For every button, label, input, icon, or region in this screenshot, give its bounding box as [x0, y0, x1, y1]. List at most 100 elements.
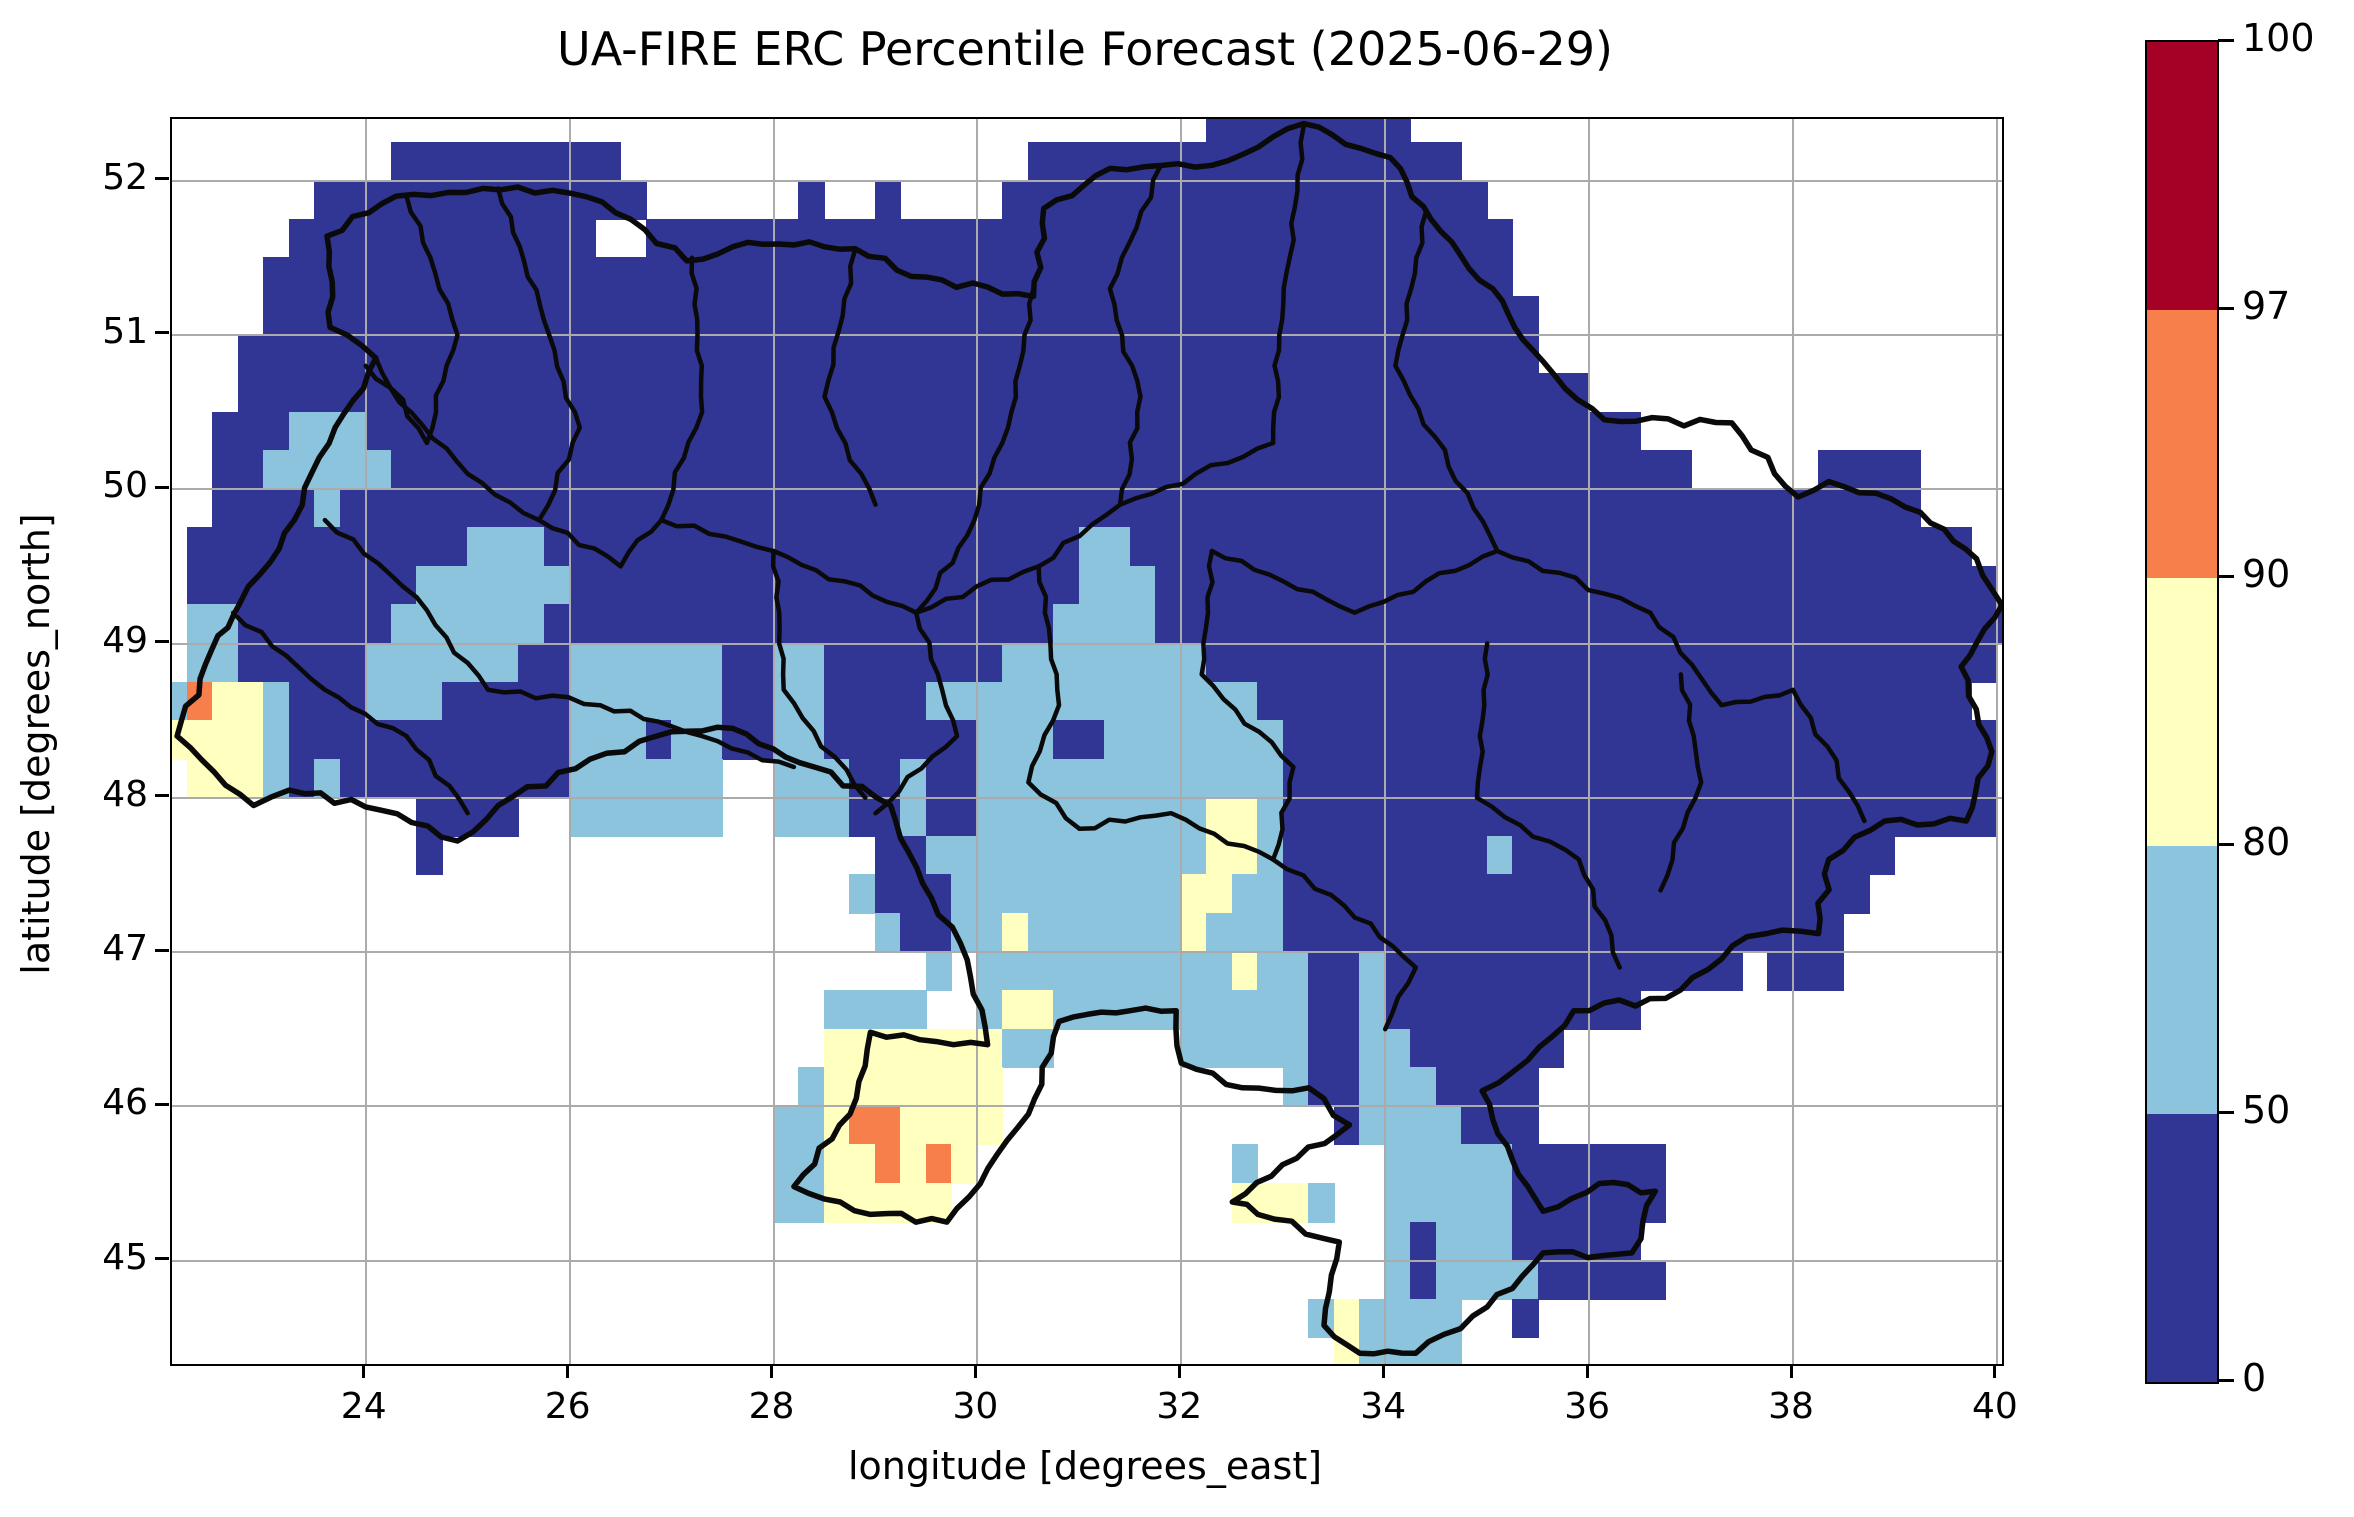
grid-cell	[773, 643, 825, 683]
grid-cell	[1359, 1028, 1386, 1069]
grid-cell	[874, 835, 927, 876]
grid-cell	[1257, 835, 1284, 876]
grid-cell	[1002, 1028, 1055, 1069]
grid-cell	[569, 643, 724, 683]
grid-cell	[1333, 1337, 1361, 1364]
grid-cell	[1257, 951, 1310, 992]
colorbar-tick-label: 0	[2242, 1356, 2267, 1400]
grid-cell	[1384, 951, 1743, 992]
y-tick-label: 51	[102, 310, 148, 352]
gridline-vertical	[976, 119, 979, 1364]
gridline-vertical	[1995, 119, 1998, 1364]
y-tick-label: 48	[102, 773, 148, 815]
grid-cell	[518, 643, 571, 683]
grid-cell	[288, 411, 367, 452]
x-tick-label: 24	[340, 1386, 387, 1427]
y-tick-mark	[155, 1102, 169, 1106]
grid-cell	[1180, 913, 1208, 953]
grid-cell	[1410, 1260, 1437, 1300]
grid-cell	[925, 951, 953, 992]
grid-cell	[1384, 1144, 1514, 1184]
x-tick-label: 32	[1156, 1386, 1203, 1427]
y-tick-label: 47	[102, 928, 148, 970]
x-tick-mark	[362, 1364, 366, 1378]
map-plot-area	[170, 117, 2004, 1366]
grid-cell	[1359, 990, 1386, 1030]
grid-cell	[288, 758, 316, 799]
grid-cell	[1384, 1182, 1514, 1223]
grid-cell	[1435, 1221, 1514, 1262]
grid-cell	[288, 720, 571, 760]
grid-cell	[1384, 1105, 1463, 1146]
grid-cell	[823, 681, 927, 722]
grid-cell	[951, 1144, 978, 1184]
grid-cell	[1231, 1182, 1310, 1223]
grid-cell	[1155, 565, 1998, 606]
grid-cell	[976, 720, 1055, 760]
grid-cell	[1461, 1105, 1539, 1146]
gridline-horizontal	[172, 642, 2002, 645]
grid-cell	[416, 835, 443, 876]
colorbar-tick-mark	[2218, 1110, 2234, 1114]
grid-cell	[543, 527, 1080, 567]
grid-cell	[263, 758, 290, 799]
x-tick-label: 34	[1360, 1386, 1407, 1427]
grid-cell	[773, 681, 825, 722]
grid-cell	[1180, 1028, 1310, 1069]
grid-cell	[1155, 604, 2002, 645]
grid-cell	[365, 643, 520, 683]
colorbar-tick-mark	[2218, 842, 2234, 846]
colorbar-tick-mark	[2218, 574, 2234, 578]
grid-cell	[976, 874, 1182, 914]
grid-cell	[925, 758, 978, 799]
grid-cell	[390, 450, 1692, 490]
grid-cell	[976, 951, 1233, 992]
grid-cell	[1308, 1067, 1361, 1107]
grid-cell	[186, 604, 239, 645]
grid-cell	[1231, 1144, 1259, 1184]
grid-cell	[645, 720, 673, 760]
grid-cell	[467, 527, 545, 567]
grid-cell	[1537, 1260, 1667, 1300]
gridline-horizontal	[172, 179, 2002, 182]
x-axis-label: longitude [degrees_east]	[847, 1444, 1323, 1488]
grid-cell	[569, 758, 724, 799]
grid-cell	[186, 681, 214, 722]
colorbar-tick-mark	[2218, 38, 2234, 42]
grid-cell	[1308, 1028, 1361, 1069]
grid-cell	[1308, 1182, 1335, 1223]
grid-cell	[390, 604, 545, 645]
grid-cell	[1002, 180, 1488, 220]
chart-title: UA-FIRE ERC Percentile Forecast (2025-06…	[557, 22, 1613, 76]
grid-cell	[900, 797, 927, 837]
colorbar-tick-mark	[2218, 306, 2234, 310]
grid-cell	[900, 1105, 1004, 1146]
grid-cell	[1257, 681, 1972, 722]
grid-cell	[1002, 913, 1029, 953]
grid-cell	[263, 720, 290, 760]
grid-cell	[1027, 141, 1463, 182]
grid-cell	[186, 643, 239, 683]
x-tick-mark	[770, 1364, 773, 1378]
grid-cell	[1308, 990, 1361, 1030]
x-tick-label: 30	[952, 1386, 999, 1427]
y-tick-mark	[155, 331, 169, 335]
grid-cell	[1486, 835, 1514, 876]
grid-cell	[1002, 643, 1208, 683]
gridline-vertical	[1384, 119, 1387, 1364]
colorbar-tick-label: 80	[2242, 820, 2291, 864]
grid-cell	[263, 295, 1539, 336]
x-tick-label: 38	[1768, 1386, 1814, 1427]
grid-cell	[263, 257, 1514, 297]
grid-cell	[1384, 1067, 1437, 1107]
grid-cell	[1359, 951, 1386, 992]
grid-cell	[1512, 1221, 1641, 1262]
grid-cell	[314, 488, 341, 529]
grid-cell	[1410, 1028, 1565, 1069]
grid-cell	[339, 488, 1921, 529]
grid-cell	[1231, 874, 1284, 914]
x-tick-label: 36	[1564, 1386, 1610, 1427]
x-tick-mark	[1177, 1364, 1181, 1378]
grid-cell	[823, 720, 978, 760]
grid-cell	[849, 1105, 902, 1146]
